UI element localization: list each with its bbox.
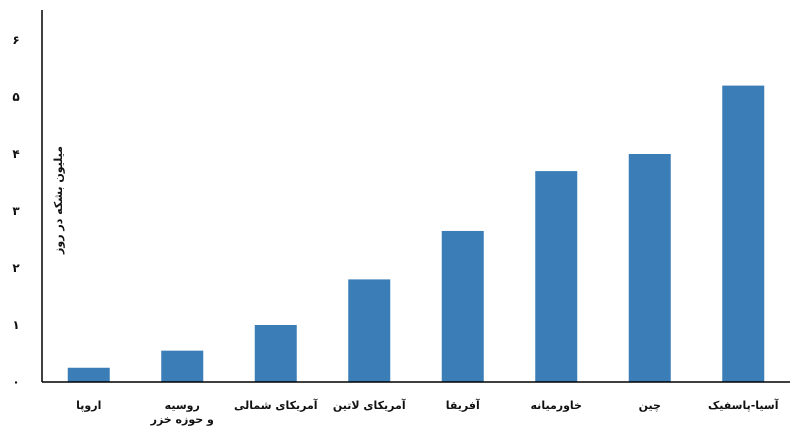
y-axis-ticks: ۰ ۱ ۲ ۳ ۴ ۵ ۶ (12, 33, 20, 389)
x-category-label: خاورمیانه (531, 399, 582, 412)
y-tick-label: ۳ (12, 204, 20, 218)
bar (161, 350, 204, 382)
bar (441, 230, 484, 382)
bar (67, 367, 110, 382)
x-category-label: آمریکای شمالی (234, 398, 318, 412)
y-tick-label: ۶ (12, 33, 19, 47)
bars (67, 85, 765, 382)
y-tick-label: ۴ (12, 147, 19, 161)
y-tick-label: ۰ (12, 375, 19, 389)
bar (722, 85, 765, 382)
bar (535, 171, 578, 382)
x-category-label: آسیا-پاسفیک (708, 398, 779, 412)
x-category-label: و حوزه خزر (150, 413, 214, 426)
y-tick-label: ۱ (12, 318, 19, 332)
y-tick-label: ۵ (12, 90, 19, 104)
y-axis-label: میلیون بشکه در روز (52, 146, 65, 255)
x-category-label: آفریقا (446, 398, 480, 412)
bar (628, 154, 671, 382)
x-category-label: آمریکای لاتین (333, 398, 406, 412)
x-category-label: روسیه (165, 399, 200, 412)
bar (348, 279, 391, 382)
y-tick-label: ۲ (12, 261, 20, 275)
x-category-label: اروپا (76, 399, 101, 412)
bar (254, 325, 297, 382)
x-category-label: چین (639, 399, 661, 412)
